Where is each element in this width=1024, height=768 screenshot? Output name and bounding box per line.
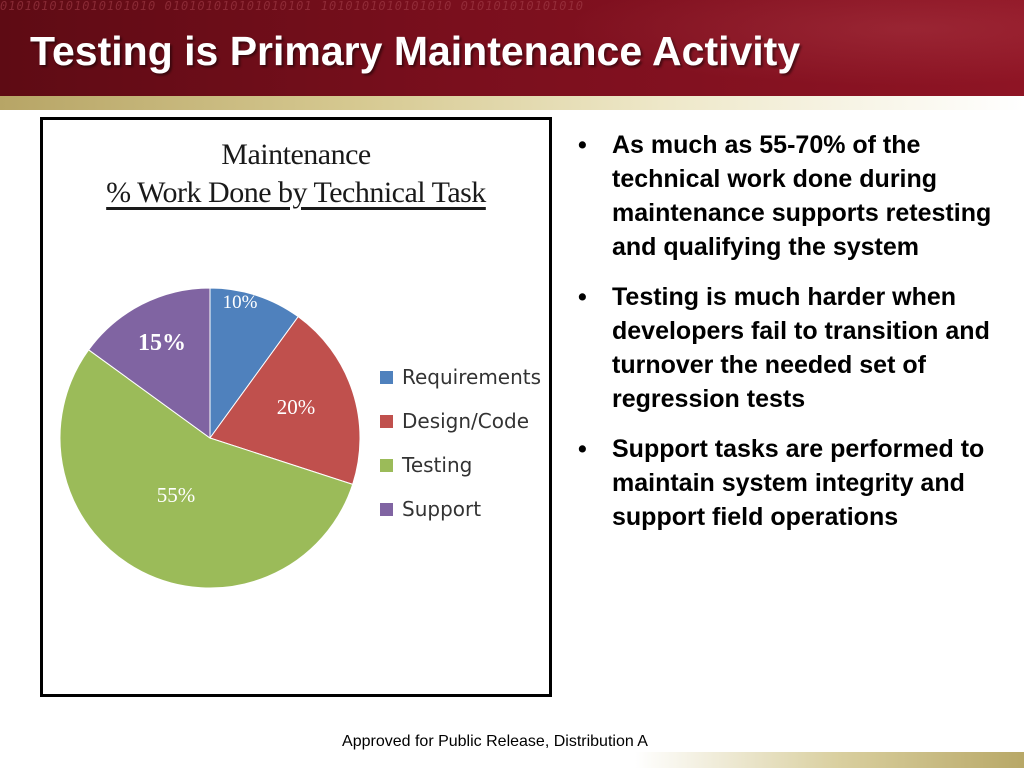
pie-slice-requirements	[209, 287, 299, 440]
legend-swatch	[380, 414, 393, 428]
bullet-item: • Testing is much harder when developers …	[578, 280, 998, 416]
bullet-text: As much as 55-70% of the technical work …	[612, 131, 992, 261]
bullet-item: • Support tasks are performed to maintain…	[578, 432, 998, 534]
gold-divider	[0, 96, 1024, 110]
bullet-dot: •	[578, 131, 587, 159]
chart-legend: Requirements Design/Code Testing Support	[380, 355, 541, 531]
legend-swatch	[380, 502, 393, 516]
bullet-dot: •	[578, 283, 587, 311]
bullet-text: Testing is much harder when developers f…	[612, 283, 990, 413]
legend-swatch	[380, 370, 393, 384]
legend-label: Testing	[402, 453, 473, 477]
legend-label: Support	[402, 497, 482, 521]
pie-data-label: 20%	[277, 395, 316, 419]
legend-label: Design/Code	[402, 409, 529, 433]
chart-frame: Maintenance % Work Done by Technical Tas…	[40, 117, 552, 697]
bullet-item: • As much as 55-70% of the technical work…	[578, 128, 998, 264]
legend-item: Testing	[380, 443, 541, 487]
bullet-text: Support tasks are performed to maintain …	[612, 435, 985, 531]
legend-swatch	[380, 458, 393, 472]
header-banner: 0101010101010101010 010101010101010101 1…	[0, 0, 1024, 96]
legend-item: Requirements	[380, 355, 541, 399]
pie-data-label: 15%	[138, 330, 186, 356]
pie-slice-design-code	[209, 315, 361, 485]
chart-title: Maintenance	[221, 138, 371, 171]
legend-item: Support	[380, 487, 541, 531]
pie-slice-testing	[59, 349, 354, 589]
pie-data-label: 55%	[157, 483, 196, 507]
header-art	[504, 0, 1024, 96]
legend-label: Requirements	[402, 365, 542, 389]
footer-bar	[0, 752, 1024, 768]
pie-chart: 10% 20% 55% 15%	[59, 287, 361, 589]
chart-subtitle: % Work Done by Technical Task	[106, 176, 486, 209]
pie-data-label: 10%	[223, 292, 258, 313]
binary-decoration: 0101010101010101010 010101010101010101 1…	[0, 0, 584, 13]
pie-slice-support	[87, 287, 211, 439]
footer-text: Approved for Public Release, Distributio…	[342, 733, 648, 750]
slide-title: Testing is Primary Maintenance Activity	[30, 28, 801, 74]
legend-item: Design/Code	[380, 399, 541, 443]
bullet-dot: •	[578, 435, 587, 463]
bullet-list: • As much as 55-70% of the technical work…	[578, 128, 998, 550]
